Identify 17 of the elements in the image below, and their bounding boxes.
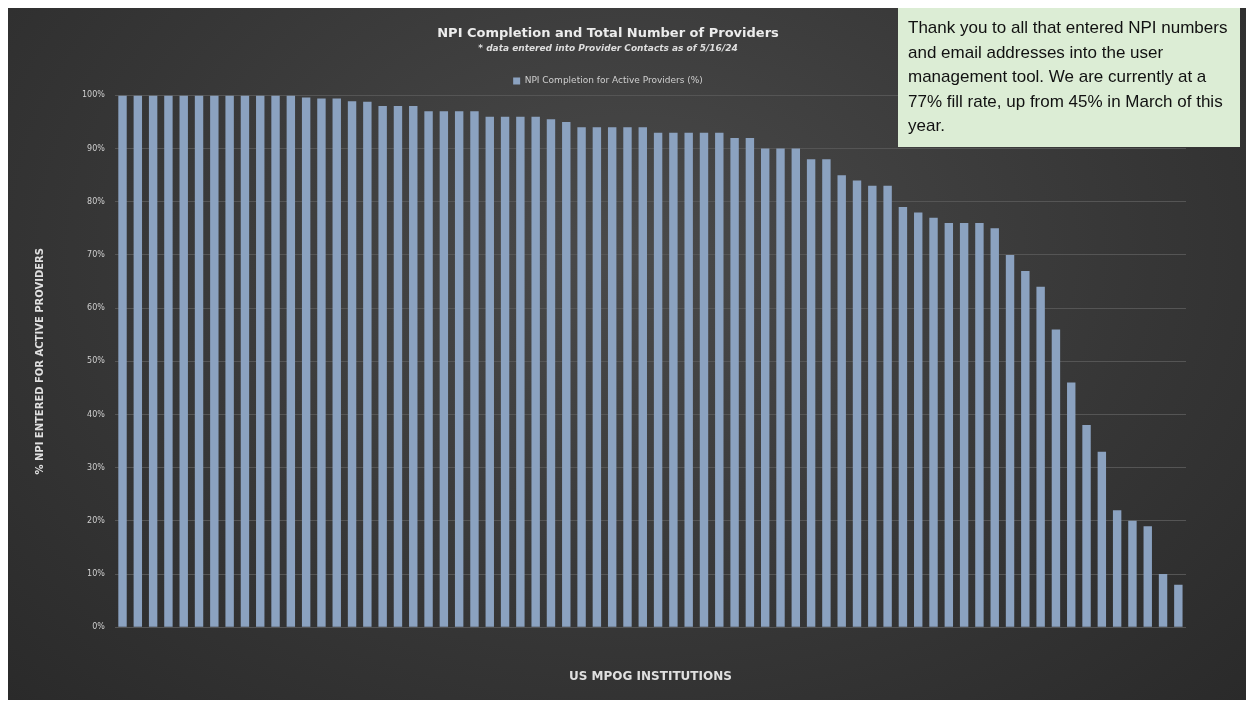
legend-label: NPI Completion for Active Providers (%) [524, 75, 703, 86]
y-tick-label: 20% [87, 515, 106, 525]
chart-title: NPI Completion and Total Number of Providers [437, 25, 780, 41]
y-tick-label: 30% [87, 462, 106, 472]
y-tick-label: 90% [87, 143, 106, 153]
y-tick-label: 10% [87, 569, 106, 579]
chart-subtitle: * data entered into Provider Contacts as of 5/16/24 [478, 43, 738, 54]
y-tick-label: 100% [82, 90, 106, 100]
y-tick-label: 80% [87, 196, 106, 206]
y-tick-label: 60% [87, 303, 106, 313]
y-tick-label: 50% [87, 356, 106, 366]
y-tick-label: 40% [87, 409, 106, 419]
annotation: Thank you to all that entered NPI numbers and email addresses into the user management tool. We are currently at a 77% fill rate, up from 45% in March of this year. [898, 8, 1240, 147]
y-tick-label: 0% [92, 622, 106, 632]
y-tick-label: 70% [87, 250, 106, 260]
x-axis-title: US MPOG INSTITUTIONS [569, 668, 732, 683]
y-axis-title: % NPI ENTERED FOR ACTIVE PROVIDERS [33, 248, 45, 475]
